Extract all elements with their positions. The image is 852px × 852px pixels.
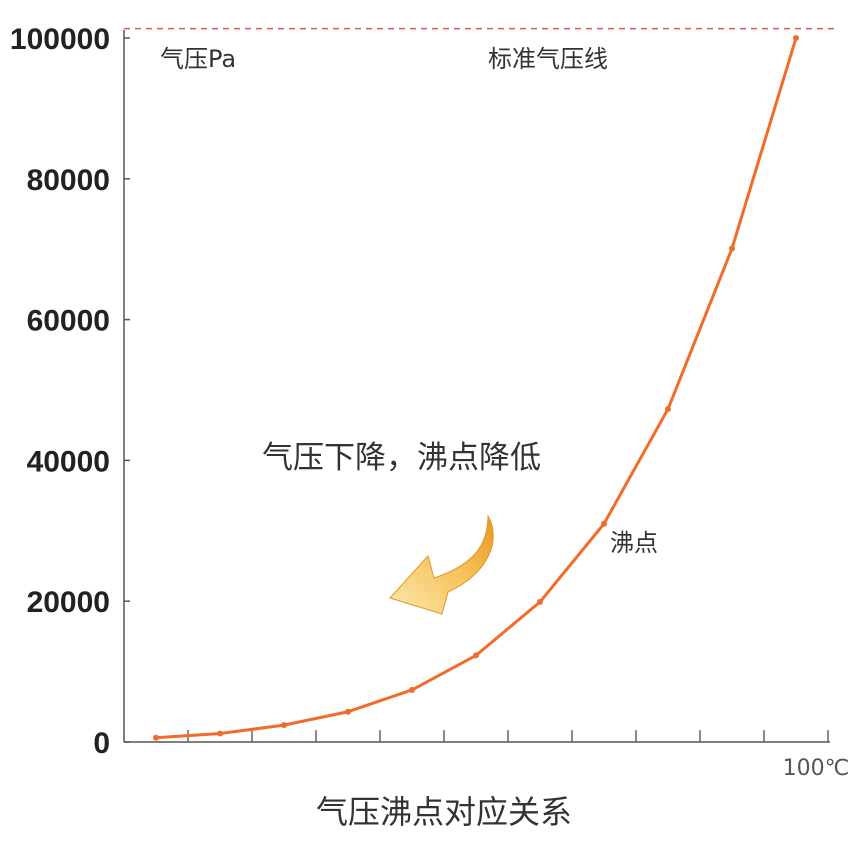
data-point (281, 722, 287, 729)
chart-caption: 气压沸点对应关系 (316, 793, 572, 831)
y-tick-label: 20000 (27, 586, 110, 619)
x-ticks (187, 730, 829, 742)
y-ticks: 0 20000 40000 60000 80000 100000 (10, 23, 130, 760)
y-tick-label: 60000 (27, 305, 110, 338)
data-points (153, 35, 799, 741)
y-tick-label: 0 (93, 727, 110, 760)
y-tick-label: 40000 (27, 445, 110, 478)
data-point (537, 598, 543, 605)
data-point (153, 734, 159, 741)
data-point (217, 730, 223, 737)
y-axis-label: 气压Pa (160, 45, 236, 73)
y-tick-label: 80000 (27, 164, 110, 197)
curved-arrow-icon (389, 514, 494, 615)
reference-line-label: 标准气压线 (488, 45, 608, 73)
data-point (729, 245, 735, 252)
callout-text: 气压下降，沸点降低 (262, 440, 541, 476)
curve-label: 沸点 (610, 529, 658, 557)
data-point (409, 686, 415, 693)
data-point (793, 35, 799, 41)
x-end-label: 100℃ (783, 756, 850, 781)
boiling-curve (155, 37, 798, 740)
y-tick-label: 100000 (10, 23, 110, 56)
data-point (473, 652, 479, 659)
data-point (601, 520, 607, 527)
data-point (345, 708, 351, 715)
data-point (665, 406, 671, 413)
